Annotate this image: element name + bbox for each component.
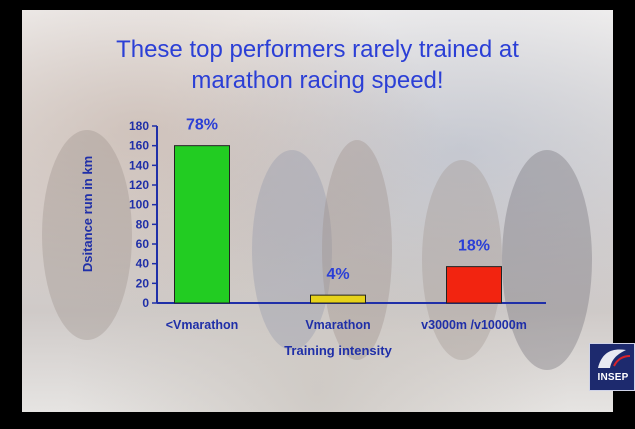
y-axis-title: Dsitance run in km [80, 156, 95, 272]
y-tick-label: 20 [136, 276, 150, 290]
y-tick-label: 60 [136, 237, 150, 251]
x-category-label: <Vmarathon [166, 318, 239, 332]
bar [310, 294, 366, 304]
x-category-label: Vmarathon [305, 318, 370, 332]
slide-title-line-2: marathon racing speed! [191, 67, 444, 94]
background-runner [252, 150, 332, 350]
y-ticks: 0 20 40 60 80 100 120 140 160 180 [129, 119, 157, 310]
y-tick-label: 180 [129, 119, 149, 133]
background-runner [422, 160, 502, 360]
y-tick-label: 160 [129, 139, 149, 153]
insep-logo-icon [598, 349, 631, 368]
slide-title: These top performers rarely trained at m… [22, 34, 613, 96]
y-tick-label: 0 [142, 296, 149, 310]
bar-data-label: 4% [326, 266, 349, 283]
bar [174, 145, 230, 304]
insep-logo: INSEP [589, 343, 635, 391]
presentation-slide: These top performers rarely trained at m… [22, 10, 613, 412]
background-runner [42, 130, 132, 340]
y-tick-label: 80 [136, 217, 150, 231]
insep-logo-text: INSEP [597, 372, 629, 383]
bar-data-label: 78% [186, 117, 218, 134]
bar-data-label: 18% [458, 238, 490, 255]
bar [446, 266, 502, 304]
labels: 78% <Vmarathon 4% Vmarathon 18% v3000m /v1000… [166, 117, 527, 332]
y-tick-label: 40 [136, 257, 150, 271]
background-runner [502, 150, 592, 370]
bars [174, 145, 502, 304]
background-runner [322, 140, 392, 360]
y-tick-label: 100 [129, 198, 149, 212]
slide-title-line-1: These top performers rarely trained at [116, 36, 519, 63]
x-category-label: v3000m /v10000m [421, 318, 527, 332]
y-tick-label: 140 [129, 158, 149, 172]
x-axis-title: Training intensity [284, 343, 392, 358]
y-tick-label: 120 [129, 178, 149, 192]
